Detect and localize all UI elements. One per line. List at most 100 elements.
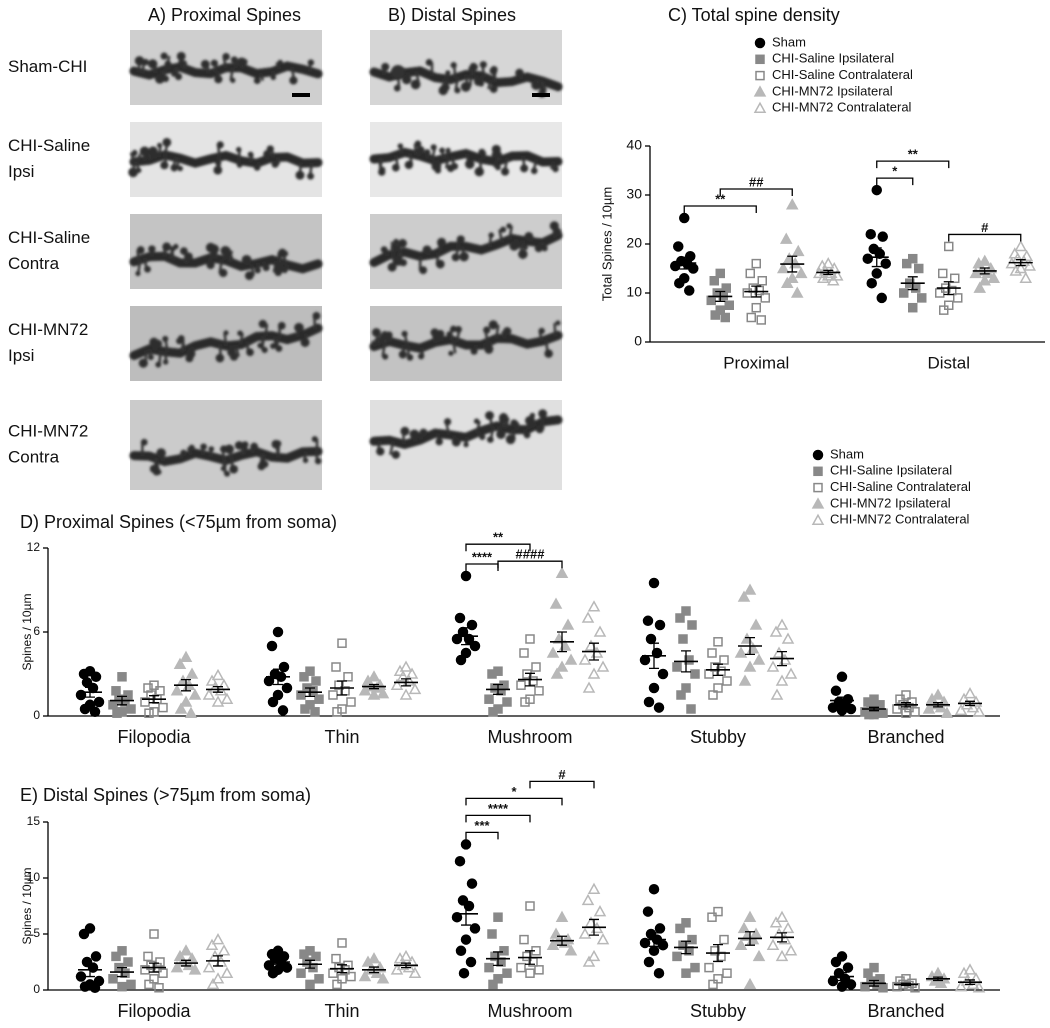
sem-bar xyxy=(777,650,787,667)
dot xyxy=(460,839,472,850)
row-label: Contra xyxy=(8,254,60,273)
spine-head xyxy=(514,242,522,249)
spine-neck xyxy=(477,431,481,438)
spine-head xyxy=(215,160,222,167)
spine-head xyxy=(401,74,412,85)
dot xyxy=(753,85,767,97)
spine-head xyxy=(224,444,234,454)
dot xyxy=(79,981,91,992)
spine-head xyxy=(445,70,451,76)
dot xyxy=(902,258,912,269)
sem-bar xyxy=(305,959,315,969)
spine-head xyxy=(128,167,139,178)
dot xyxy=(525,968,535,978)
dot xyxy=(581,611,595,623)
dot xyxy=(755,70,765,81)
dot xyxy=(690,962,700,973)
dot xyxy=(358,970,372,982)
significance-bracket xyxy=(719,188,793,197)
dot xyxy=(455,945,467,957)
spine-head xyxy=(235,146,242,153)
spine-head xyxy=(155,361,162,368)
spine-head xyxy=(506,223,512,229)
spine-head xyxy=(220,445,228,453)
dot xyxy=(358,684,372,696)
spine-head xyxy=(470,62,477,70)
dot xyxy=(561,618,575,630)
spine-head xyxy=(257,342,263,349)
dot xyxy=(676,690,686,700)
dot xyxy=(724,300,734,310)
significance-bracket xyxy=(465,814,531,823)
spine-head xyxy=(186,349,196,359)
spine-head xyxy=(451,253,460,262)
spine-head xyxy=(443,418,452,426)
dot xyxy=(393,952,407,964)
sem-bar xyxy=(837,971,847,982)
spine-head xyxy=(474,167,484,177)
dot xyxy=(277,705,289,716)
spine-head xyxy=(170,164,178,172)
dot xyxy=(908,302,918,313)
dot xyxy=(812,449,824,461)
dot xyxy=(488,979,498,990)
dot xyxy=(310,707,320,717)
spine-head xyxy=(380,246,388,253)
sem-bar xyxy=(837,696,847,705)
sem-bar xyxy=(589,918,599,936)
dot xyxy=(328,968,338,978)
dot xyxy=(681,968,691,978)
spine-neck xyxy=(238,332,244,345)
series xyxy=(108,606,888,720)
dot xyxy=(343,672,353,682)
dot xyxy=(866,277,877,289)
dot xyxy=(487,929,497,939)
spine-head xyxy=(495,164,501,171)
micrograph xyxy=(369,214,563,289)
dot xyxy=(525,694,535,704)
dot xyxy=(709,276,719,286)
dot xyxy=(120,697,130,707)
sem-bar xyxy=(461,901,471,926)
significance-bracket xyxy=(948,233,1022,242)
dot xyxy=(811,513,825,525)
dendrite xyxy=(129,312,323,368)
dot xyxy=(454,612,466,624)
spine-head xyxy=(175,73,183,81)
sem-bar xyxy=(713,943,723,963)
dot xyxy=(75,971,87,982)
spine-head xyxy=(435,259,445,269)
spine-head xyxy=(300,337,310,347)
legend-label: CHI-Saline Contralateral xyxy=(772,67,913,82)
spine-head xyxy=(229,464,238,474)
sem-bar xyxy=(181,678,191,692)
dot xyxy=(305,666,315,676)
spine-head xyxy=(515,68,524,78)
dendrite xyxy=(129,242,323,280)
spine-head xyxy=(153,339,163,349)
spine-head xyxy=(418,353,425,360)
dot xyxy=(79,703,91,715)
spine-neck xyxy=(504,417,510,429)
spine-head xyxy=(401,330,408,337)
spine-head xyxy=(307,172,315,180)
spine-neck xyxy=(234,344,240,357)
spine-head xyxy=(210,59,218,67)
dot xyxy=(704,962,714,973)
spine-head xyxy=(530,167,538,175)
sem-bar xyxy=(557,935,567,946)
spine-head xyxy=(518,249,528,259)
y-tick-label: 0 xyxy=(634,333,642,349)
sem-bar xyxy=(751,285,762,298)
dot xyxy=(170,684,184,696)
dot xyxy=(639,937,651,949)
dot xyxy=(780,276,794,288)
dot xyxy=(211,695,225,707)
dot xyxy=(830,956,842,968)
dot xyxy=(408,966,422,978)
dot xyxy=(816,271,830,284)
spine-head xyxy=(416,145,425,155)
spine-neck xyxy=(389,441,395,456)
dot xyxy=(863,968,873,978)
dot xyxy=(502,968,512,978)
